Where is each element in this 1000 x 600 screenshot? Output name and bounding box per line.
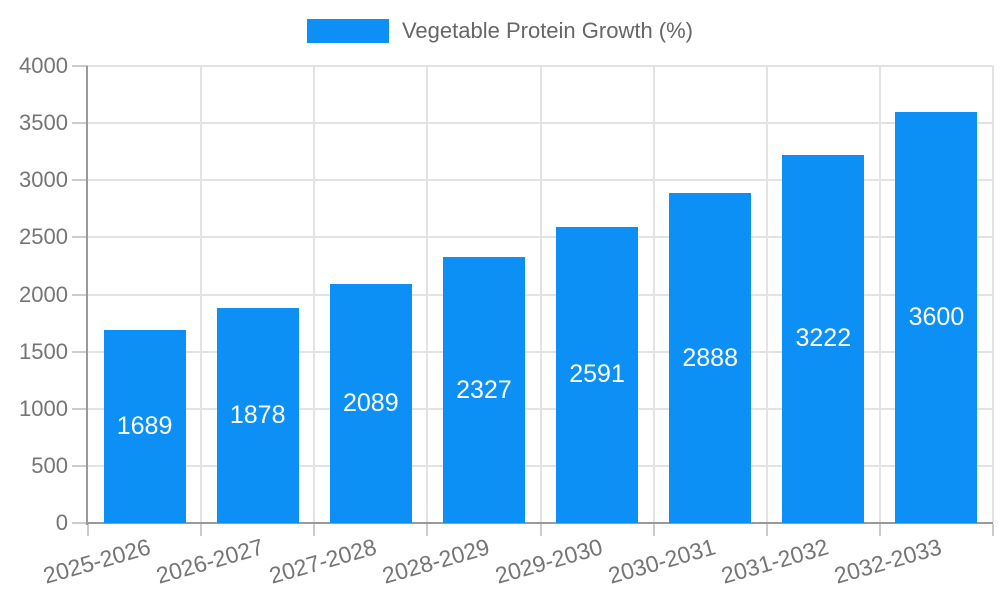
bar[interactable]: 1689 xyxy=(103,330,186,523)
x-gridline xyxy=(426,66,429,523)
x-gridline xyxy=(313,66,316,523)
y-axis-line xyxy=(86,66,88,525)
x-gridline xyxy=(992,66,994,523)
y-tick xyxy=(72,464,88,467)
bar-value-label: 2089 xyxy=(343,389,399,418)
x-gridline xyxy=(652,66,655,523)
x-tick xyxy=(878,524,881,536)
x-tick xyxy=(652,524,655,536)
y-tick-label: 500 xyxy=(31,452,68,478)
y-tick xyxy=(72,350,88,353)
bar-value-label: 1689 xyxy=(116,412,173,440)
x-gridline xyxy=(539,66,542,523)
y-tick xyxy=(72,293,88,296)
bar-value-label: 2591 xyxy=(569,360,625,389)
x-tick xyxy=(200,524,203,536)
bar[interactable]: 3600 xyxy=(895,111,978,523)
bar[interactable]: 1878 xyxy=(216,308,299,523)
y-tick-label: 1500 xyxy=(19,338,68,364)
x-tick xyxy=(87,524,89,536)
x-gridline xyxy=(200,66,203,523)
y-tick xyxy=(72,179,88,182)
y-tick-label: 4000 xyxy=(19,53,68,78)
legend-swatch xyxy=(306,19,389,43)
bar[interactable]: 3222 xyxy=(782,154,865,523)
y-tick xyxy=(72,122,88,125)
y-tick-label: 2000 xyxy=(19,281,68,307)
y-tick-label: 3500 xyxy=(19,110,68,136)
y-tick-label: 0 xyxy=(55,510,68,535)
x-tick xyxy=(313,524,316,536)
y-tick-label: 1000 xyxy=(19,395,68,421)
x-axis-line xyxy=(86,522,993,524)
legend[interactable]: Vegetable Protein Growth (%) xyxy=(0,18,1000,44)
x-gridline xyxy=(878,66,881,523)
bar-value-label: 3222 xyxy=(795,324,852,353)
bar-value-label: 1878 xyxy=(229,401,286,430)
bar-value-label: 2888 xyxy=(682,343,738,372)
x-tick xyxy=(992,524,994,536)
x-gridline xyxy=(765,66,768,523)
legend-label: Vegetable Protein Growth (%) xyxy=(401,18,694,43)
bar[interactable]: 2089 xyxy=(329,284,412,523)
y-tick-label: 2500 xyxy=(19,224,68,250)
y-tick xyxy=(72,407,88,410)
x-tick xyxy=(426,524,429,536)
bar-value-label: 3600 xyxy=(908,302,965,331)
bar[interactable]: 2888 xyxy=(669,193,752,523)
y-tick xyxy=(72,65,88,67)
y-tick-label: 3000 xyxy=(19,167,68,193)
bar-value-label: 2327 xyxy=(456,375,512,404)
y-tick xyxy=(72,236,88,239)
bar[interactable]: 2327 xyxy=(442,257,525,523)
y-tick xyxy=(72,522,88,524)
x-tick xyxy=(539,524,542,536)
bar[interactable]: 2591 xyxy=(556,226,639,523)
x-tick xyxy=(765,524,768,536)
